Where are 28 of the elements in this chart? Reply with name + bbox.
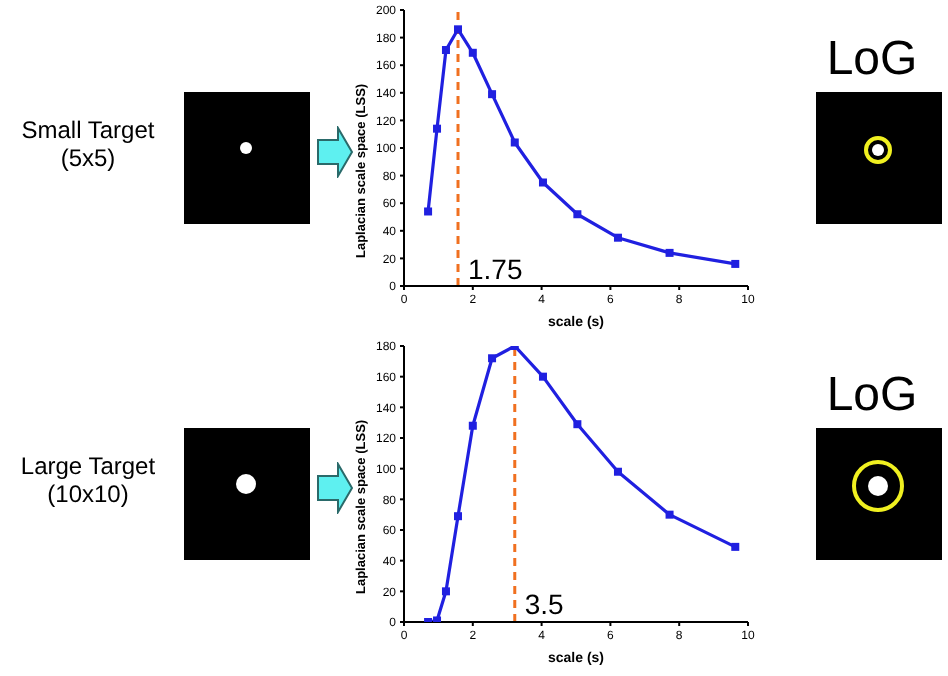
point (488, 354, 497, 363)
point (665, 510, 674, 519)
text: LoG (824, 32, 920, 88)
point (468, 48, 477, 57)
point (731, 259, 740, 268)
point (424, 207, 433, 216)
annotation: 1.75 (468, 253, 523, 286)
point (488, 90, 497, 99)
point (538, 178, 547, 187)
point (573, 210, 582, 219)
point (433, 124, 442, 133)
point (433, 616, 442, 622)
point (538, 372, 547, 381)
point (510, 138, 519, 147)
point (573, 420, 582, 429)
point (468, 421, 477, 430)
text: LoG (824, 368, 920, 424)
point (454, 512, 463, 521)
annotation: 3.5 (524, 587, 565, 620)
point (665, 248, 674, 257)
point (613, 467, 622, 476)
text: Small Target (5x5) (19, 116, 157, 172)
point (454, 25, 463, 34)
text: Large Target (10x10) (18, 452, 158, 508)
point (613, 233, 622, 242)
point (731, 542, 740, 551)
point (441, 46, 450, 55)
point (441, 587, 450, 596)
